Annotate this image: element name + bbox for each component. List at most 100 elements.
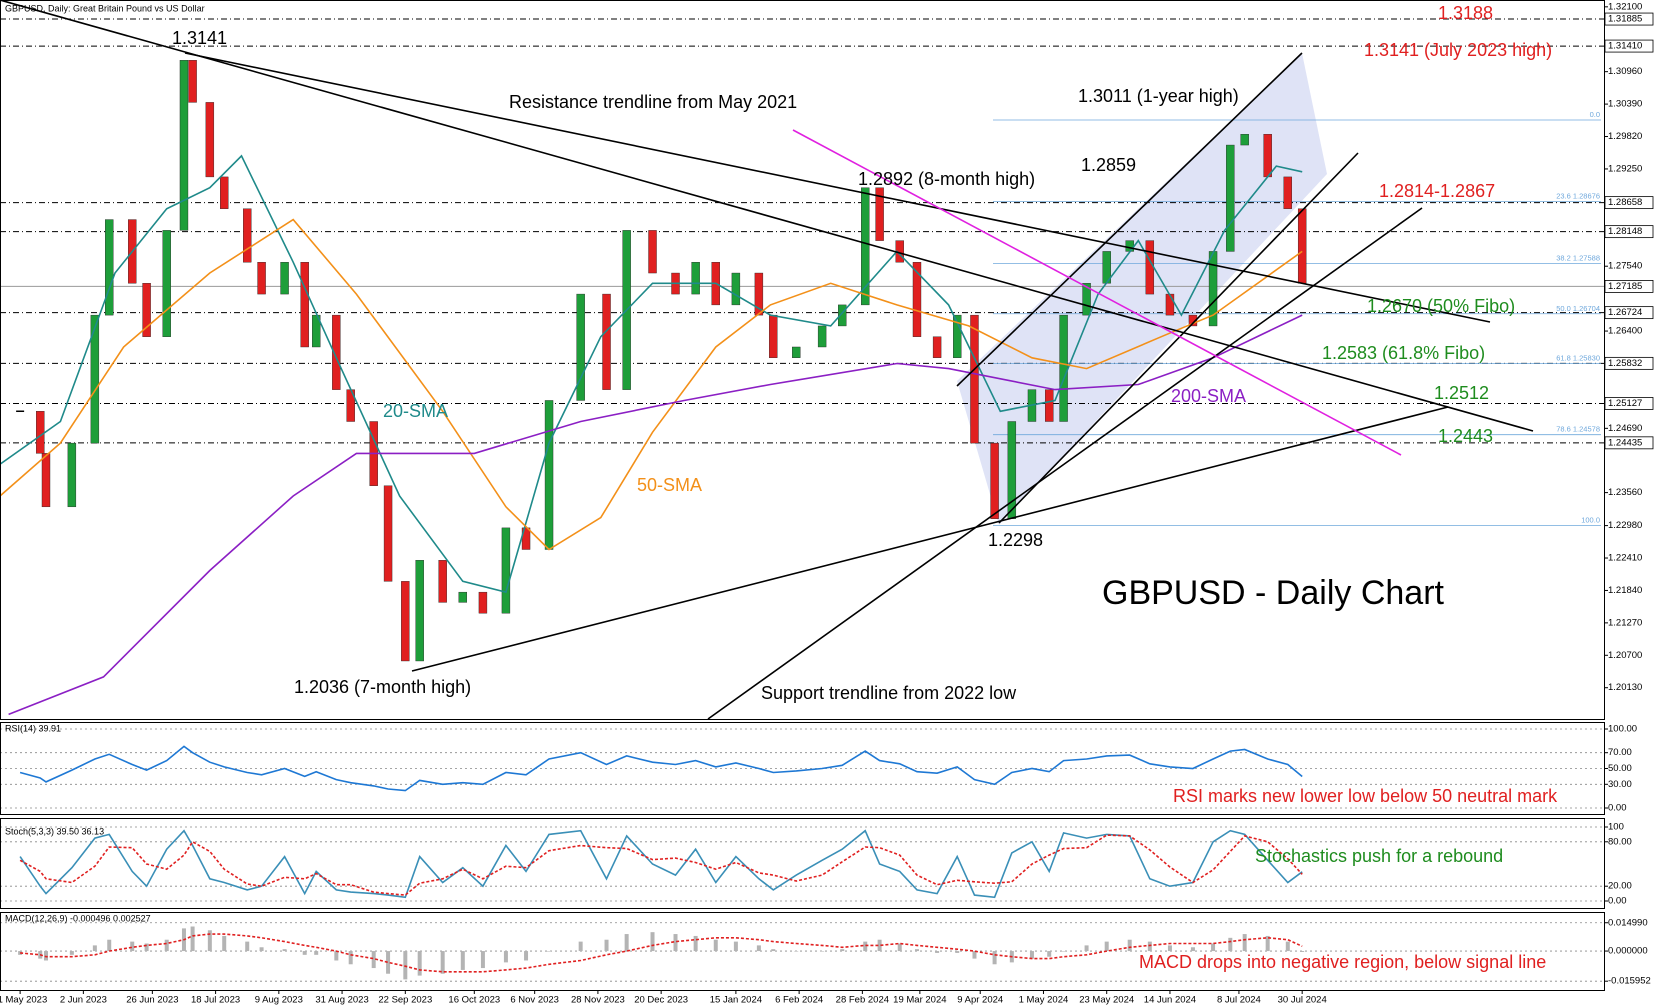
panel-annotation: RSI marks new lower low below 50 neutral… xyxy=(1173,786,1558,806)
x-tick-label: 16 Oct 2023 xyxy=(448,995,500,1006)
histogram-bar xyxy=(207,930,212,952)
annotation: 1.3141 (July 2023 high) xyxy=(1364,40,1552,60)
candle xyxy=(912,262,922,337)
sma-line xyxy=(0,218,1303,551)
candle xyxy=(875,187,884,241)
candle xyxy=(220,176,229,209)
histogram-bar xyxy=(1265,935,1270,952)
fibo-label: 23.6 1.28676 xyxy=(1556,192,1600,201)
x-tick-label: 28 Nov 2023 xyxy=(571,995,625,1006)
level-label-box xyxy=(1604,225,1654,239)
candle xyxy=(544,400,554,550)
x-tick-label: 8 Jul 2024 xyxy=(1217,995,1261,1006)
candle xyxy=(754,272,764,316)
x-tick-label: 20 Dec 2023 xyxy=(634,995,688,1006)
histogram-bar xyxy=(604,939,609,952)
candle xyxy=(383,485,393,582)
level-label: 1.26724 xyxy=(1608,307,1642,318)
x-tick-label: 28 Feb 2024 xyxy=(836,995,889,1006)
histogram-bar xyxy=(164,939,169,952)
histogram-bar xyxy=(190,926,195,952)
level-label-box xyxy=(1604,306,1654,320)
level-label-box xyxy=(1604,397,1654,410)
candle xyxy=(1297,208,1307,284)
candle xyxy=(817,325,827,348)
y-tick-label: 1.30960 xyxy=(1608,66,1642,77)
level-label: 1.25832 xyxy=(1608,358,1642,369)
candle xyxy=(838,304,847,327)
histogram-bar xyxy=(650,932,655,952)
annotation: 1.3011 (1-year high) xyxy=(1078,86,1239,106)
histogram-bar xyxy=(417,951,422,976)
candle xyxy=(1125,240,1134,252)
histogram-bar xyxy=(130,941,135,952)
indicator-line xyxy=(19,829,1303,899)
candle xyxy=(1165,293,1175,316)
candle xyxy=(990,442,999,519)
sma-line xyxy=(8,314,1303,716)
histogram-bar xyxy=(693,935,698,952)
candle xyxy=(105,219,114,316)
histogram-bar xyxy=(69,951,74,955)
histogram-bar xyxy=(1104,941,1109,952)
level-label: 1.31410 xyxy=(1608,41,1642,52)
histogram-bar xyxy=(914,949,919,952)
histogram-bar xyxy=(259,947,264,952)
x-tick-label: 9 Aug 2023 xyxy=(255,995,303,1006)
x-tick-label: 15 Jan 2024 xyxy=(710,995,762,1006)
annotation: Support trendline from 2022 low xyxy=(761,683,1017,703)
y-tick-label: 100.00 xyxy=(1608,724,1637,735)
histogram-bar xyxy=(386,951,391,974)
histogram-bar xyxy=(820,951,825,952)
level-label: 1.27185 xyxy=(1608,281,1642,292)
histogram-bar xyxy=(1190,947,1195,952)
x-tick-label: 22 Sep 2023 xyxy=(378,995,432,1006)
candle xyxy=(1263,134,1272,178)
candle xyxy=(90,314,100,444)
histogram-bar xyxy=(524,951,529,961)
candle xyxy=(1082,283,1091,316)
histogram-bar xyxy=(503,951,508,963)
histogram-bar xyxy=(972,951,977,959)
histogram-bar xyxy=(92,945,97,952)
histogram-bar xyxy=(935,951,940,953)
histogram-bar xyxy=(733,941,738,952)
annotation: 1.2512 xyxy=(1434,383,1489,403)
candle xyxy=(300,262,309,348)
candle xyxy=(1145,240,1155,295)
candle xyxy=(691,262,700,295)
histogram-bar xyxy=(222,935,227,952)
histogram-bar xyxy=(1228,937,1233,952)
y-tick-label: 0.00 xyxy=(1608,803,1627,814)
annotation: Resistance trendline from May 2021 xyxy=(509,92,797,112)
chart-subtitle: GBPUSD, Daily: Great Britain Pound vs US… xyxy=(5,3,205,13)
histogram-bar xyxy=(1242,934,1247,952)
histogram-bar xyxy=(897,943,902,952)
annotation: 1.2298 xyxy=(988,530,1043,550)
level-label: 1.28148 xyxy=(1608,226,1642,237)
histogram-bar xyxy=(863,941,868,952)
fibo-label: 38.2 1.27588 xyxy=(1556,253,1600,262)
histogram-bar xyxy=(1061,951,1066,952)
level-label: 1.25127 xyxy=(1608,398,1642,409)
candle xyxy=(415,560,424,662)
histogram-bar xyxy=(440,951,445,974)
candle xyxy=(932,336,942,358)
y-tick-label: 1.26400 xyxy=(1608,326,1642,337)
annotation: 1.2583 (61.8% Fibo) xyxy=(1322,343,1485,363)
y-tick-label: 100 xyxy=(1608,822,1624,833)
sma-line xyxy=(0,154,1303,594)
histogram-bar xyxy=(348,951,353,965)
histogram-bar xyxy=(1300,951,1305,952)
candle xyxy=(41,453,51,508)
level-label-box xyxy=(1604,39,1654,53)
histogram-bar xyxy=(144,943,149,952)
histogram-bar xyxy=(673,934,678,952)
y-tick-label: 0.00 xyxy=(1608,896,1627,907)
candle xyxy=(458,591,468,603)
candle xyxy=(769,314,778,358)
histogram-bar xyxy=(1211,943,1216,952)
histogram-bar xyxy=(713,939,718,952)
